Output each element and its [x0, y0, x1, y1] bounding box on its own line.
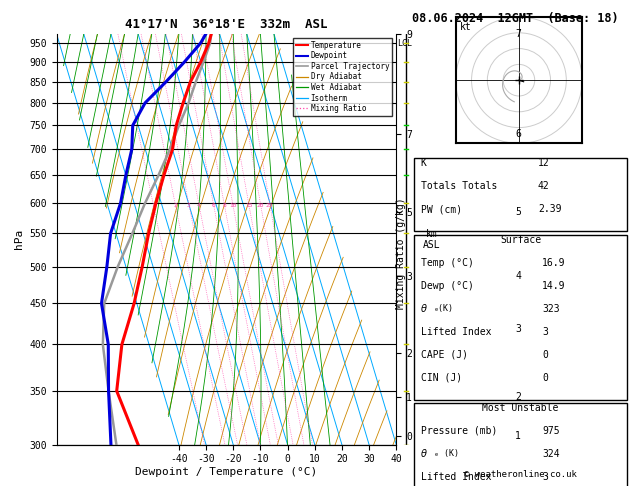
Text: Temp (°C): Temp (°C) [421, 258, 474, 268]
Text: 16.9: 16.9 [542, 258, 565, 268]
Text: 2: 2 [515, 392, 521, 402]
Text: Totals Totals: Totals Totals [421, 181, 497, 191]
Text: 2: 2 [173, 203, 177, 208]
Legend: Temperature, Dewpoint, Parcel Trajectory, Dry Adiabat, Wet Adiabat, Isotherm, Mi: Temperature, Dewpoint, Parcel Trajectory… [293, 38, 392, 116]
Text: CAPE (J): CAPE (J) [421, 349, 468, 360]
Text: 0: 0 [542, 372, 548, 382]
Text: 3: 3 [542, 327, 548, 337]
Text: Lifted Index: Lifted Index [421, 472, 491, 482]
Text: θ: θ [421, 304, 426, 313]
Text: 3: 3 [542, 472, 548, 482]
Text: 42: 42 [538, 181, 550, 191]
Text: 0: 0 [542, 349, 548, 360]
Text: ₑ (K): ₑ (K) [434, 449, 459, 458]
Bar [414, 158, 627, 231]
Text: 1: 1 [515, 431, 521, 441]
Text: 6: 6 [515, 129, 521, 139]
Text: CIN (J): CIN (J) [421, 372, 462, 382]
Text: 08.06.2024  12GMT  (Base: 18): 08.06.2024 12GMT (Base: 18) [412, 12, 618, 25]
Text: 5: 5 [515, 207, 521, 217]
Text: K: K [421, 158, 426, 168]
Text: 3: 3 [515, 324, 521, 334]
Text: Most Unstable: Most Unstable [482, 403, 559, 413]
Text: 324: 324 [542, 449, 560, 459]
Bar [414, 403, 627, 486]
Y-axis label: hPa: hPa [14, 229, 24, 249]
Text: 12: 12 [538, 158, 550, 168]
Text: 1: 1 [151, 203, 155, 208]
Bar [414, 235, 627, 399]
Text: 14.9: 14.9 [542, 280, 565, 291]
Text: 323: 323 [542, 304, 560, 313]
Text: 20: 20 [257, 203, 264, 208]
Text: 25: 25 [266, 203, 274, 208]
Text: 2.39: 2.39 [538, 204, 561, 214]
Text: Lifted Index: Lifted Index [421, 327, 491, 337]
X-axis label: Dewpoint / Temperature (°C): Dewpoint / Temperature (°C) [135, 467, 318, 477]
Text: ₑ(K): ₑ(K) [434, 304, 454, 312]
Text: kt: kt [460, 22, 471, 32]
Title: 41°17'N  36°18'E  332m  ASL: 41°17'N 36°18'E 332m ASL [125, 18, 328, 32]
Text: 975: 975 [542, 426, 560, 436]
Text: 4: 4 [197, 203, 201, 208]
Y-axis label: km
ASL: km ASL [423, 228, 440, 250]
Text: 3: 3 [187, 203, 191, 208]
Text: 7: 7 [515, 29, 521, 39]
Text: Mixing Ratio (g/kg): Mixing Ratio (g/kg) [396, 197, 406, 309]
Text: 10: 10 [229, 203, 237, 208]
Text: Dewp (°C): Dewp (°C) [421, 280, 474, 291]
Text: 8: 8 [222, 203, 226, 208]
Text: Surface: Surface [500, 235, 541, 244]
Text: LCL: LCL [397, 38, 412, 48]
Text: θ: θ [421, 449, 426, 459]
Text: 6: 6 [211, 203, 215, 208]
Text: 4: 4 [515, 271, 521, 280]
Text: PW (cm): PW (cm) [421, 204, 462, 214]
Text: 15: 15 [245, 203, 252, 208]
Text: Pressure (mb): Pressure (mb) [421, 426, 497, 436]
Text: © weatheronline.co.uk: © weatheronline.co.uk [464, 470, 577, 479]
